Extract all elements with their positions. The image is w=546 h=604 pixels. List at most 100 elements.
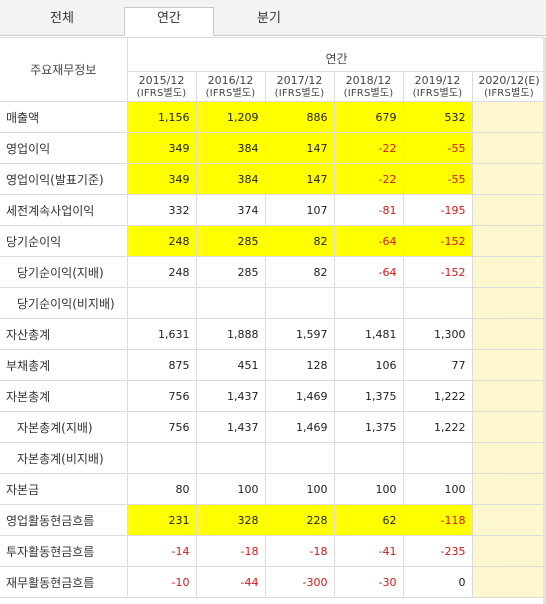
value-cell: -30	[333, 566, 404, 598]
value-cell: 532	[402, 101, 473, 133]
row-label: 자본총계(비지배)	[0, 442, 128, 474]
table-row: 자산총계 1,631 1,888 1,597 1,481 1,300	[0, 318, 546, 350]
value-cell: -81	[333, 194, 404, 226]
value-cell: -55	[402, 163, 473, 195]
value-cell: 1,469	[264, 411, 335, 443]
period-basis: (IFRS별도)	[274, 87, 325, 99]
value-cell: 147	[264, 132, 335, 164]
row-label: 부채총계	[0, 349, 128, 381]
value-cell	[264, 287, 335, 319]
value-cell: 147	[264, 163, 335, 195]
value-cell: 1,888	[195, 318, 266, 350]
period-year: 2018/12	[345, 73, 392, 87]
value-cell: 100	[264, 473, 335, 505]
value-cell: 1,469	[264, 380, 335, 412]
value-cell: 679	[333, 101, 404, 133]
value-cell: 1,300	[402, 318, 473, 350]
value-cell: 1,375	[333, 380, 404, 412]
table-row: 자본금 80 100 100 100 100	[0, 473, 546, 505]
tab-annual[interactable]: 연간	[124, 7, 214, 36]
table-row: 영업활동현금흐름 231 328 228 62 -118	[0, 504, 546, 536]
value-cell: 349	[126, 163, 197, 195]
period-header: 2018/12 (IFRS별도)	[333, 71, 404, 102]
value-cell	[402, 287, 473, 319]
table-row: 자본총계 756 1,437 1,469 1,375 1,222	[0, 380, 546, 412]
value-cell	[471, 442, 546, 474]
value-cell	[333, 287, 404, 319]
value-cell: 228	[264, 504, 335, 536]
value-cell: 1,209	[195, 101, 266, 133]
value-cell: 384	[195, 163, 266, 195]
table-row: 당기순이익(지배) 248 285 82 -64 -152	[0, 256, 546, 288]
value-cell	[195, 442, 266, 474]
period-header: 2017/12 (IFRS별도)	[264, 71, 335, 102]
value-cell: -300	[264, 566, 335, 598]
value-cell: -55	[402, 132, 473, 164]
value-cell: -195	[402, 194, 473, 226]
value-cell: -64	[333, 256, 404, 288]
period-year: 2016/12	[207, 73, 254, 87]
row-label: 영업이익(발표기준)	[0, 163, 128, 195]
value-cell: 1,156	[126, 101, 197, 133]
value-cell: -10	[126, 566, 197, 598]
table-row: 영업이익 349 384 147 -22 -55	[0, 132, 546, 164]
table-row: 자본총계(비지배)	[0, 442, 546, 474]
value-cell: 1,597	[264, 318, 335, 350]
value-cell: 248	[126, 256, 197, 288]
value-cell	[195, 287, 266, 319]
vertical-scrollbar[interactable]	[543, 37, 546, 604]
period-basis: (IFRS별도)	[484, 87, 534, 99]
table-row: 부채총계 875 451 128 106 77	[0, 349, 546, 381]
value-cell	[471, 101, 546, 133]
value-cell	[471, 349, 546, 381]
value-cell: -118	[402, 504, 473, 536]
value-cell: 100	[333, 473, 404, 505]
value-cell: 1,222	[402, 380, 473, 412]
value-cell: -64	[333, 225, 404, 257]
table-row: 당기순이익(비지배)	[0, 287, 546, 319]
value-cell: -18	[264, 535, 335, 567]
value-cell	[333, 442, 404, 474]
value-cell: 82	[264, 225, 335, 257]
period-header: 2015/12 (IFRS별도)	[126, 71, 197, 102]
value-cell: -152	[402, 256, 473, 288]
value-cell: 106	[333, 349, 404, 381]
value-cell: 100	[402, 473, 473, 505]
table-row: 매출액 1,156 1,209 886 679 532	[0, 101, 546, 133]
table-row: 투자활동현금흐름 -14 -18 -18 -41 -235	[0, 535, 546, 567]
period-header: 2016/12 (IFRS별도)	[195, 71, 266, 102]
value-cell: 1,222	[402, 411, 473, 443]
value-cell	[471, 566, 546, 598]
value-cell	[471, 256, 546, 288]
value-cell: 349	[126, 132, 197, 164]
value-cell	[126, 287, 197, 319]
value-cell: 231	[126, 504, 197, 536]
value-cell	[471, 194, 546, 226]
value-cell	[471, 473, 546, 505]
table-row: 영업이익(발표기준) 349 384 147 -22 -55	[0, 163, 546, 195]
table-row: 당기순이익 248 285 82 -64 -152	[0, 225, 546, 257]
row-label: 영업이익	[0, 132, 128, 164]
value-cell: 328	[195, 504, 266, 536]
value-cell: 80	[126, 473, 197, 505]
value-cell: -44	[195, 566, 266, 598]
value-cell: 285	[195, 225, 266, 257]
value-cell	[471, 380, 546, 412]
value-cell	[471, 287, 546, 319]
value-cell	[264, 442, 335, 474]
tab-all[interactable]: 전체	[50, 11, 74, 26]
row-label: 자본총계	[0, 380, 128, 412]
period-basis: (IFRS별도)	[412, 87, 463, 99]
tab-quarterly[interactable]: 분기	[257, 11, 281, 26]
value-cell: 107	[264, 194, 335, 226]
period-header: 2019/12 (IFRS별도)	[402, 71, 473, 102]
table-row: 재무활동현금흐름 -10 -44 -300 -30 0	[0, 566, 546, 598]
row-label: 세전계속사업이익	[0, 194, 128, 226]
table-row: 세전계속사업이익 332 374 107 -81 -195	[0, 194, 546, 226]
row-label: 투자활동현금흐름	[0, 535, 128, 567]
value-cell: 1,375	[333, 411, 404, 443]
value-cell: 1,437	[195, 380, 266, 412]
row-label: 매출액	[0, 101, 128, 133]
period-basis: (IFRS별도)	[205, 87, 256, 99]
period-year: 2017/12	[276, 73, 323, 87]
